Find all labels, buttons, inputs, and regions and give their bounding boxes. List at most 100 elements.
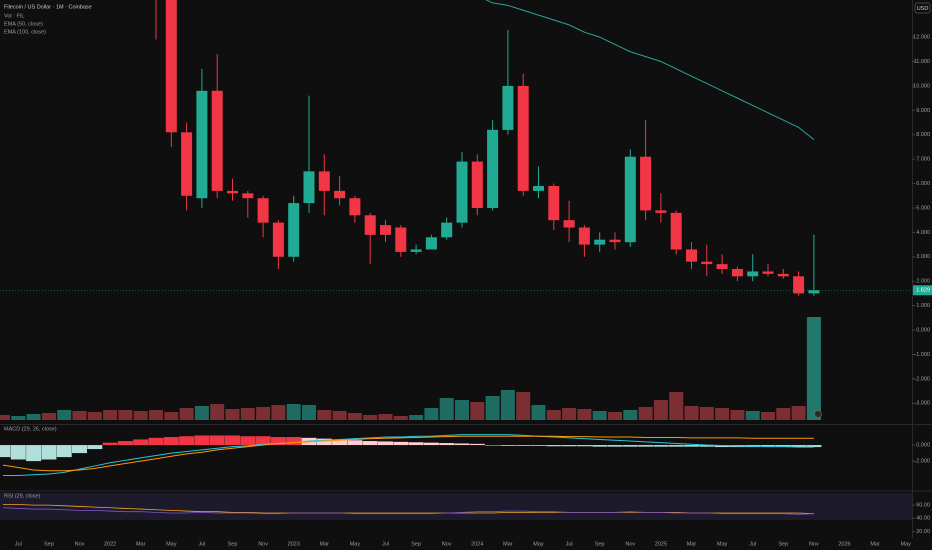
macd-histogram-bar [439,443,455,446]
volume-bar [791,406,806,420]
macd-histogram-bar [607,445,623,447]
candle-body [793,276,805,294]
candle-body [701,261,713,265]
volume-bar [455,400,469,420]
volume-bar [470,402,485,420]
macd-histogram-bar [760,445,776,448]
volume-bar [164,412,179,420]
volume-bar [699,407,714,420]
macd-histogram-bar [806,445,822,448]
y-tick-label: -2.000 [914,376,930,382]
volume-bar [577,409,592,420]
currency[interactable]: USD [917,6,929,12]
macd-histogram-bar [638,445,654,447]
volume-bar [317,410,332,420]
macd-histogram-bar [102,442,118,446]
volume-bar [500,390,515,420]
rsi-line [2,507,814,515]
volume-bar [608,412,622,420]
candle-body [395,227,407,252]
y-tick-label: 20.00 [916,529,930,535]
candle-body [777,273,789,277]
macd-histogram-bar [423,442,439,446]
candle-body [227,190,238,194]
macd-histogram-bar [347,440,363,446]
macd-histogram-bar [515,445,531,446]
macd-histogram-bar [393,441,409,446]
macd-histogram-bar [316,438,332,446]
currency-box[interactable] [914,2,931,14]
macd-histogram-bar [133,439,149,446]
candle-body [471,161,483,208]
x-tick-label: May [717,541,728,547]
macd-histogram-bar [531,445,546,446]
candle-body [196,90,208,199]
candle-body [517,85,529,191]
volume-bar [179,408,194,420]
candle-body [272,222,284,257]
y-tick-label: 3.000 [916,254,930,260]
y-tick-label: 7.000 [916,157,930,163]
macd-histogram-bar [194,435,210,446]
x-tick-label: Nov [75,541,85,547]
legend-ema100: EMA (100, close) [4,29,46,35]
x-tick-label: 2023 [288,541,300,547]
macd-histogram-bar [775,445,791,448]
candle-body [762,271,774,274]
y-tick-label: 5.000 [916,205,930,211]
macd-histogram-bar [546,445,562,447]
macd-histogram-bar [362,441,378,446]
x-tick-label: Jul [382,541,389,547]
macd-histogram-bar [117,441,133,446]
volume-bar [26,414,41,420]
x-tick-label: Mar [870,541,880,547]
x-tick-label: 2024 [471,541,483,547]
macd-histogram-bar [684,445,699,447]
candle-body [502,85,514,130]
candle-body [181,132,193,196]
chart-title: Filecoin / US Dollar · 1M · Coinbase [4,4,92,10]
candle-body [334,190,346,199]
rsi-pane [2,504,814,515]
macd-histogram-bar [332,439,348,446]
y-tick-label: 12.000 [913,35,930,41]
event-icon[interactable] [814,410,822,418]
candle-body [364,215,376,235]
x-tick-label: Sep [411,541,421,547]
volume-bar [210,404,225,420]
volume-bar [684,406,699,420]
x-tick-label: Jul [15,541,22,547]
macd-histogram-bar [56,445,72,458]
volume-bar [271,405,286,420]
volume-bar [409,415,424,420]
volume-bar [347,413,362,420]
macd-histogram-bar [255,436,271,446]
candle-body [533,186,544,191]
volume-bar [730,410,745,420]
candle-body [380,225,391,235]
macd-histogram-bar [699,445,715,447]
candle-body [609,239,621,243]
macd-histogram-bar [791,445,807,448]
macd-histogram-bar [163,437,179,446]
volume-bar [103,410,118,420]
volume-bar [11,416,26,420]
volume-bar [41,413,56,420]
y-tick-label: 60.00 [916,503,930,509]
volume-bar [149,410,163,420]
macd-pane [0,434,822,477]
y-tick-label: 6.000 [916,181,930,187]
candle-body [425,237,437,250]
x-tick-label: May [533,541,544,547]
volume-bar [0,415,10,420]
volume-bar [806,317,821,420]
x-tick-label: Sep [595,541,605,547]
volume-bar [286,404,301,420]
candle-body [716,264,728,269]
volume-bar [531,405,546,420]
x-tick-label: Jul [749,541,756,547]
candle-body [257,198,269,223]
x-tick-label: Nov [809,541,819,547]
macd-histogram-bar [240,436,256,446]
macd-histogram-bar [485,445,501,446]
